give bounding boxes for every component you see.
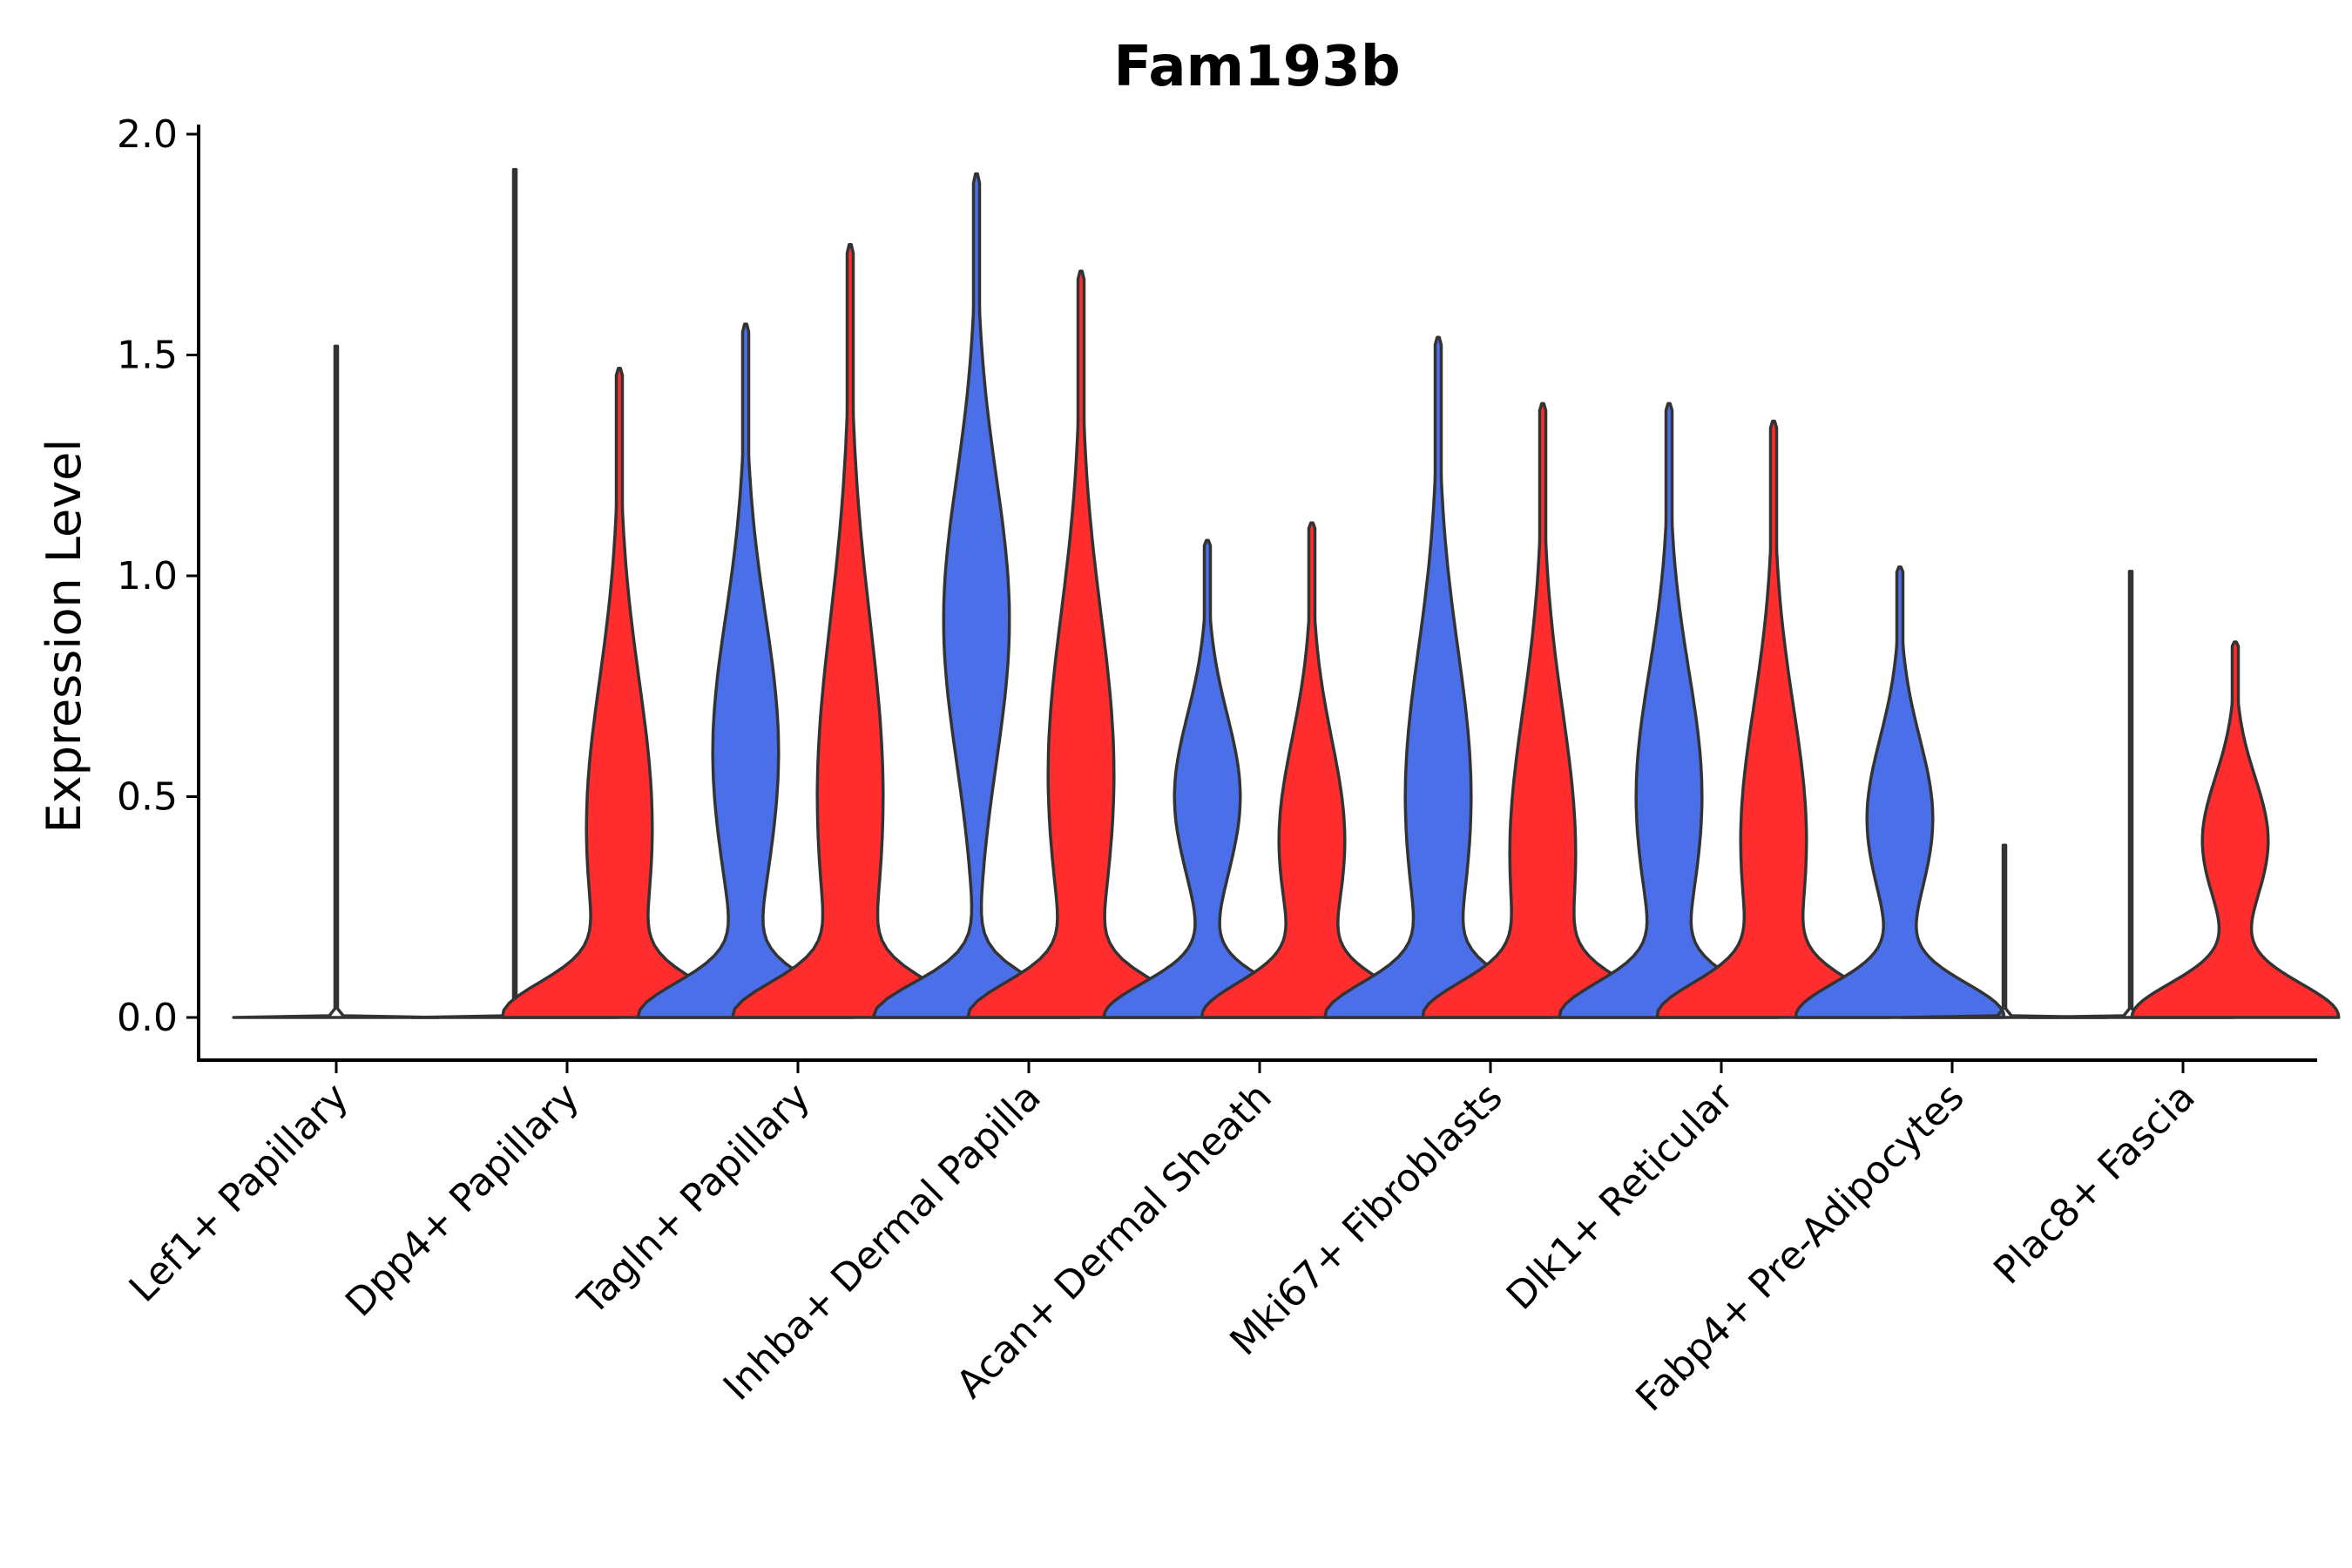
- violin-left-3: [636, 322, 855, 1019]
- x-tick-label: Dpp4+ Papillary: [337, 1075, 588, 1326]
- y-tick-label: 0.0: [117, 996, 178, 1040]
- y-axis: 0.0 0.5 1.0 1.5 2.0: [117, 112, 199, 1040]
- y-axis-label: Expression Level: [37, 439, 91, 834]
- violin-left-1: [232, 344, 441, 1019]
- violin-right-3: [731, 243, 970, 1019]
- violin-left-6: [1323, 335, 1553, 1019]
- x-tick-label: Tagln+ Papillary: [570, 1075, 819, 1324]
- violin-left-8: [1794, 565, 2006, 1019]
- y-tick-label: 0.5: [117, 775, 178, 820]
- violin-left-5: [1102, 538, 1313, 1019]
- violin-right-6: [1421, 402, 1665, 1019]
- x-tick-label: Dlk1+ Reticular: [1498, 1074, 1743, 1319]
- x-tick-label: Lef1+ Papillary: [121, 1075, 357, 1311]
- violin-left-4: [871, 172, 1082, 1019]
- violin-left-7: [1558, 402, 1781, 1019]
- violin-right-2: [501, 366, 738, 1019]
- chart-title: Fam193b: [1113, 35, 1400, 99]
- y-tick-label: 1.5: [117, 334, 178, 378]
- violins-layer: [232, 167, 2341, 1019]
- y-tick-label: 2.0: [117, 112, 178, 157]
- violin-right-4: [966, 269, 1196, 1019]
- violin-right-5: [1200, 521, 1423, 1019]
- x-tick-label: Plac8+ Fascia: [1985, 1075, 2204, 1294]
- violin-left-2: [410, 167, 619, 1019]
- violin-left-9: [2026, 570, 2235, 1019]
- violin-right-7: [1655, 419, 1892, 1019]
- violin-right-9: [2130, 640, 2341, 1019]
- y-tick-label: 1.0: [117, 554, 178, 598]
